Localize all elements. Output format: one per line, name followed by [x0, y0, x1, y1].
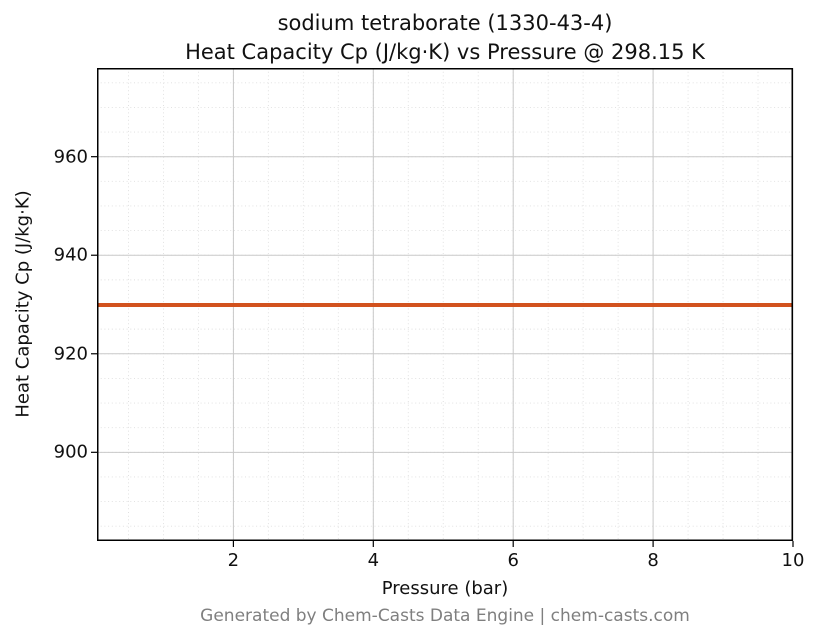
x-axis-label: Pressure (bar) — [381, 578, 509, 599]
chart-title-line2: Heat Capacity Cp (J/kg·K) vs Pressure @ … — [185, 40, 705, 64]
y-axis-label: Heat Capacity Cp (J/kg·K) — [12, 190, 34, 418]
y-tick-label: 900 — [53, 441, 88, 463]
y-tick-label: 920 — [53, 343, 88, 365]
x-tick-label: 2 — [227, 550, 240, 571]
plot-canvas — [91, 68, 794, 547]
y-tick-label: 940 — [53, 244, 88, 266]
chart-title-line1: sodium tetraborate (1330-43-4) — [277, 11, 613, 35]
footer-credit: Generated by Chem-Casts Data Engine | ch… — [200, 606, 690, 626]
x-tick-label: 6 — [507, 550, 519, 571]
chart-title: sodium tetraborate (1330-43-4) Heat Capa… — [97, 9, 793, 67]
x-tick-label: 8 — [647, 550, 659, 571]
y-tick-label: 960 — [53, 146, 88, 168]
x-tick-label: 4 — [367, 550, 380, 571]
x-tick-label: 10 — [781, 550, 805, 571]
